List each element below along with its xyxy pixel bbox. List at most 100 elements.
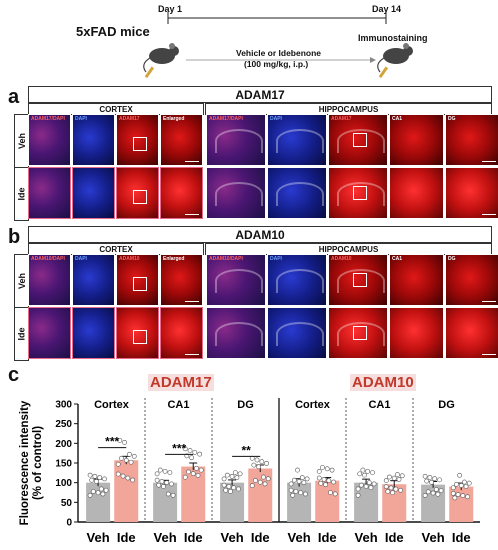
data-point xyxy=(293,489,299,494)
data-point xyxy=(90,489,96,494)
micrograph-tile xyxy=(328,307,388,359)
data-point xyxy=(162,468,168,474)
x-tick-label: Veh xyxy=(422,530,445,545)
data-point xyxy=(465,494,471,500)
hippocampus-outline xyxy=(276,322,324,346)
data-point xyxy=(460,493,466,499)
micrograph-tile xyxy=(267,307,327,359)
scale-bar xyxy=(185,354,199,355)
data-point xyxy=(223,487,229,493)
hippocampus-outline xyxy=(337,269,385,293)
scale-bar xyxy=(185,301,199,302)
data-point xyxy=(125,475,131,481)
micrograph-tile xyxy=(160,307,203,359)
data-point xyxy=(103,487,109,493)
micrograph-tile xyxy=(389,307,444,359)
bar-ide xyxy=(315,480,340,522)
data-point xyxy=(298,490,304,496)
x-tick-label: Veh xyxy=(221,530,244,545)
significance-label: *** xyxy=(105,435,119,449)
data-point xyxy=(295,467,300,473)
hippocampus-outline xyxy=(215,322,263,346)
x-tick-label: Veh xyxy=(87,530,110,545)
data-point xyxy=(332,491,338,497)
roi-box xyxy=(132,277,147,291)
scale-bar xyxy=(482,354,496,355)
adam17-heading: ADAM17 xyxy=(148,374,214,391)
x-tick-label: Veh xyxy=(288,530,311,545)
data-point xyxy=(232,470,238,475)
data-point xyxy=(257,479,263,485)
y-tick-label: 250 xyxy=(55,419,72,430)
data-point xyxy=(427,475,433,480)
micrograph-tile: ADAM10 xyxy=(328,254,388,306)
micrograph-tile xyxy=(445,167,498,219)
panel-b-row-veh: Veh xyxy=(14,254,29,308)
data-point xyxy=(437,477,442,483)
y-axis-label: Fluorescence intensity(% of control) xyxy=(19,400,44,525)
panel-b-title: ADAM10 xyxy=(28,226,492,243)
x-tick-label: Veh xyxy=(154,530,177,545)
roi-box xyxy=(353,133,367,147)
data-point xyxy=(358,482,364,488)
data-point xyxy=(102,476,107,482)
data-point xyxy=(253,478,258,483)
data-point xyxy=(457,472,463,478)
micrograph-tile: CA1 xyxy=(389,254,444,306)
data-point xyxy=(429,479,434,485)
data-point xyxy=(296,479,302,484)
data-point xyxy=(365,468,371,474)
hippocampus-outline xyxy=(215,269,263,293)
data-point xyxy=(164,480,170,486)
y-tick-label: 200 xyxy=(55,439,72,450)
micrograph-tile xyxy=(28,307,71,359)
micrograph-tile: DG xyxy=(445,114,498,166)
data-point xyxy=(390,490,396,496)
micrograph-tile xyxy=(116,307,159,359)
bar-ide xyxy=(114,460,139,522)
roi-box xyxy=(132,190,147,204)
data-point xyxy=(98,486,104,492)
data-point xyxy=(316,469,322,474)
column-label: ADAM17 xyxy=(331,116,352,122)
data-point xyxy=(237,471,243,477)
panel-a-row-ide: Ide xyxy=(14,167,29,221)
data-point xyxy=(131,453,137,459)
significance-label: *** xyxy=(172,441,186,455)
data-point xyxy=(323,482,329,488)
data-point xyxy=(432,476,438,482)
data-point xyxy=(430,490,436,496)
hippocampus-outline xyxy=(337,182,385,206)
scale-bar xyxy=(185,214,199,215)
hippocampus-outline xyxy=(276,269,324,293)
data-point xyxy=(291,477,297,483)
data-point xyxy=(94,479,99,484)
data-point xyxy=(393,486,399,492)
scale-bar xyxy=(185,161,199,162)
data-point xyxy=(254,457,260,463)
column-label: CA1 xyxy=(392,256,403,262)
column-label: ADAM17/DAPI xyxy=(209,116,243,122)
mouse-icon xyxy=(377,43,413,79)
data-point xyxy=(169,481,174,487)
significance-label: ** xyxy=(241,443,251,457)
data-point xyxy=(454,481,459,487)
micrograph-tile: DAPI xyxy=(72,254,115,306)
panel-c-letter: c xyxy=(8,364,20,386)
data-point xyxy=(127,451,132,457)
data-point xyxy=(251,462,257,468)
x-tick-label: Veh xyxy=(355,530,378,545)
data-point xyxy=(455,492,461,497)
data-point xyxy=(122,440,128,445)
column-label: DG xyxy=(448,116,456,122)
hippocampus-outline xyxy=(215,182,263,206)
data-point xyxy=(422,473,428,479)
data-point xyxy=(115,471,121,477)
data-point xyxy=(318,480,324,486)
data-point xyxy=(450,490,456,496)
data-point xyxy=(383,484,389,490)
data-point xyxy=(265,476,271,482)
y-tick-label: 100 xyxy=(55,478,72,489)
data-point xyxy=(387,474,392,480)
y-tick-label: 300 xyxy=(55,400,72,411)
